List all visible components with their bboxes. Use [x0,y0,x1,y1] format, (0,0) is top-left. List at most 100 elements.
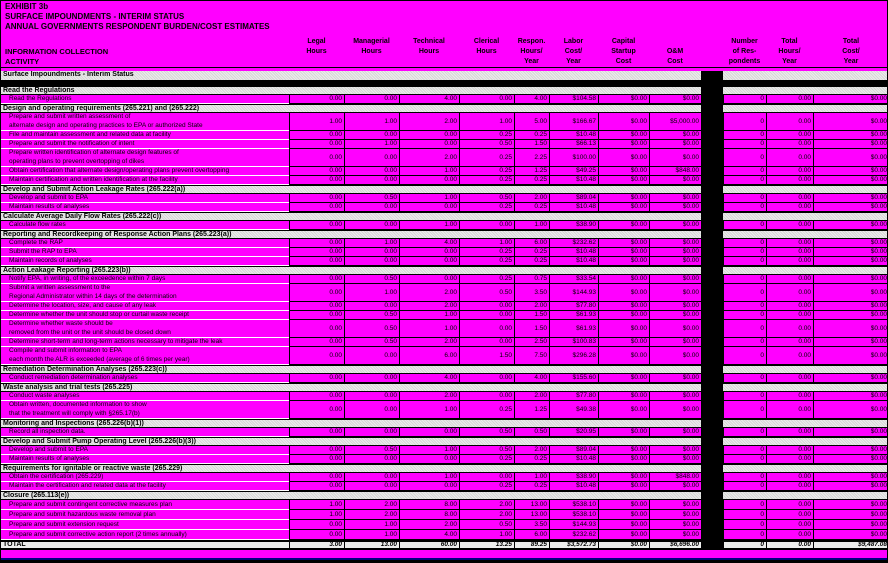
section-header-row: Remediation Determination Analyses (265.… [1,365,887,374]
section-label: Action Leakage Reporting (265.223(b)) [3,267,131,274]
section-label: Develop and Submit Pump Operating Level … [3,438,196,445]
cell-om-cost: $0.00 [649,374,701,383]
section-header-row: Waste analysis and trial tests (265.225) [1,383,887,392]
cell-labor-cost-year: $155.60 [549,374,598,383]
cell-capital-startup-cost: $0.00 [598,446,649,455]
cell-technical-hours: 2.00 [399,149,459,167]
cell-labor-cost-year: $49.25 [549,167,598,176]
cell-labor-cost-year: $538.10 [549,500,598,510]
cell-capital-startup-cost: $0.00 [598,248,649,257]
cell-number-of-respondents: 0 [723,149,766,167]
cell-number-of-respondents: 0 [723,482,766,491]
column-header-line: Clerical [473,38,500,45]
section-label: Waste analysis and trial tests (265.225) [3,384,133,391]
table-row: Prepare written identification of altern… [1,149,887,167]
stub-header-line1: INFORMATION COLLECTION [5,47,109,56]
cell-total-hours-year: 0.00 [766,203,813,212]
cell-total-hours-year: 0.00 [766,473,813,482]
cell-total-hours-year: 0.00 [766,374,813,383]
cell-labor-cost-year: $232.62 [549,530,598,540]
cell-technical-hours: 8.00 [399,510,459,520]
cell-number-of-respondents: 0 [723,500,766,510]
cell-technical-hours: 1.00 [399,167,459,176]
table-row: Submit a written assessment to the Region… [1,284,887,302]
cell-total-hours-year: 0.00 [766,113,813,131]
cell-managerial-hours: 0.00 [344,149,399,167]
stub-header-line2: ACTIVITY [5,57,40,66]
column-header-om-cost: O&M Cost [649,37,701,67]
cell-respondent-hours-year: 1.50 [514,140,549,149]
cell-labor-cost-year: $38.90 [549,473,598,482]
bottom-rule [1,558,887,562]
cell-clerical-hours: 0.50 [459,194,514,203]
cell-managerial-hours: 2.00 [344,510,399,520]
column-header-line: Cost [667,58,683,65]
cell-respondent-hours-year: 89.25 [514,542,549,548]
cell-number-of-respondents: 0 [723,194,766,203]
cell-labor-cost-year: $10.48 [549,482,598,491]
cell-labor-cost-year: $10.48 [549,248,598,257]
cell-total-hours-year: 0.00 [766,239,813,248]
column-header-line: Cost/ [842,48,860,55]
row-label: Read the Regulations [1,95,289,104]
cell-legal-hours: 0.00 [289,338,344,347]
table-row: Maintain results of analyses 0.00 0.00 0.00… [1,203,887,212]
cell-capital-startup-cost: $0.00 [598,311,649,320]
column-header-line: Hours [476,48,497,55]
cell-managerial-hours: 0.00 [344,482,399,491]
table-row: Obtain certification that alternate desi… [1,167,887,176]
cell-om-cost: $0.00 [649,338,701,347]
cell-om-cost: $0.00 [649,530,701,540]
cell-number-of-respondents: 0 [723,203,766,212]
cell-legal-hours: 0.00 [289,203,344,212]
cell-respondent-hours-year: 0.50 [514,428,549,437]
cell-om-cost: $0.00 [649,392,701,401]
section-header-row: Develop and Submit Pump Operating Level … [1,437,887,446]
cell-managerial-hours: 0.00 [344,401,399,419]
cell-total-cost-year: $0.00 [813,284,887,302]
row-label: Complete the RAP [1,239,289,248]
cell-labor-cost-year: $232.62 [549,239,598,248]
cell-managerial-hours: 1.00 [344,140,399,149]
cell-managerial-hours: 0.00 [344,473,399,482]
cell-om-cost: $0.00 [649,482,701,491]
cell-capital-startup-cost: $0.00 [598,221,649,230]
column-header-line: Managerial [353,38,390,45]
column-header-respondent-hours-year: Respon. Hours/Year [514,37,549,67]
cell-technical-hours: 1.00 [399,311,459,320]
cell-clerical-hours: 0.00 [459,302,514,311]
table-row: Complete the RAP 0.00 1.00 4.00 1.00 6.00 $232… [1,239,887,248]
blank-row [1,550,887,558]
cell-number-of-respondents: 0 [723,248,766,257]
cell-total-hours-year: 0.00 [766,482,813,491]
cell-labor-cost-year: $10.48 [549,131,598,140]
cell-technical-hours: 1.00 [399,401,459,419]
cell-legal-hours: 0.00 [289,248,344,257]
row-label-line: each month the ALR is exceeded (average … [9,355,190,363]
cell-capital-startup-cost: $0.00 [598,510,649,520]
column-header-line: Year [524,58,539,65]
cell-om-cost: $0.00 [649,248,701,257]
cell-managerial-hours: 0.00 [344,455,399,464]
table-row: Prepare and submit corrective action rep… [1,530,887,540]
column-header-line: Year [566,58,581,65]
row-label: Maintain records of analyses [1,257,289,266]
cell-om-cost: $0.00 [649,95,701,104]
row-label: Prepare and submit the notification of i… [1,140,289,149]
cell-technical-hours: 8.00 [399,500,459,510]
cell-respondent-hours-year: 2.00 [514,194,549,203]
cell-clerical-hours: 1.50 [459,347,514,365]
table-row: Determine short-term and long-term actio… [1,338,887,347]
cell-total-cost-year: $0.00 [813,320,887,338]
cell-om-cost: $0.00 [649,221,701,230]
report-title-block: EXHIBIT 3b SURFACE IMPOUNDMENTS - INTERI… [5,2,270,32]
cell-managerial-hours: 0.00 [344,347,399,365]
cell-total-hours-year: 0.00 [766,149,813,167]
cell-respondent-hours-year: 6.00 [514,239,549,248]
cell-respondent-hours-year: 7.50 [514,347,549,365]
section-header-row: Requirements for ignitable or reactive w… [1,464,887,473]
column-header-line: Total [842,38,860,45]
cell-respondent-hours-year: 1.50 [514,311,549,320]
separator-row [1,81,887,86]
column-header-line [459,57,514,67]
